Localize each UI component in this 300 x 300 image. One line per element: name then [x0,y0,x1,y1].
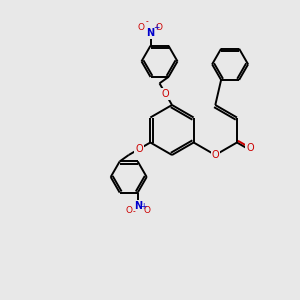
Text: N: N [146,28,154,38]
Text: O: O [135,144,143,154]
Text: +: + [154,23,160,32]
Text: O: O [138,23,145,32]
Text: O: O [162,89,169,99]
Text: O: O [212,150,219,160]
Text: O: O [156,23,163,32]
Text: -: - [133,208,135,217]
Text: +: + [141,202,147,211]
Text: N: N [134,201,142,211]
Text: O: O [246,143,254,153]
Text: O: O [125,206,132,215]
Text: O: O [143,206,150,215]
Text: -: - [146,17,148,26]
